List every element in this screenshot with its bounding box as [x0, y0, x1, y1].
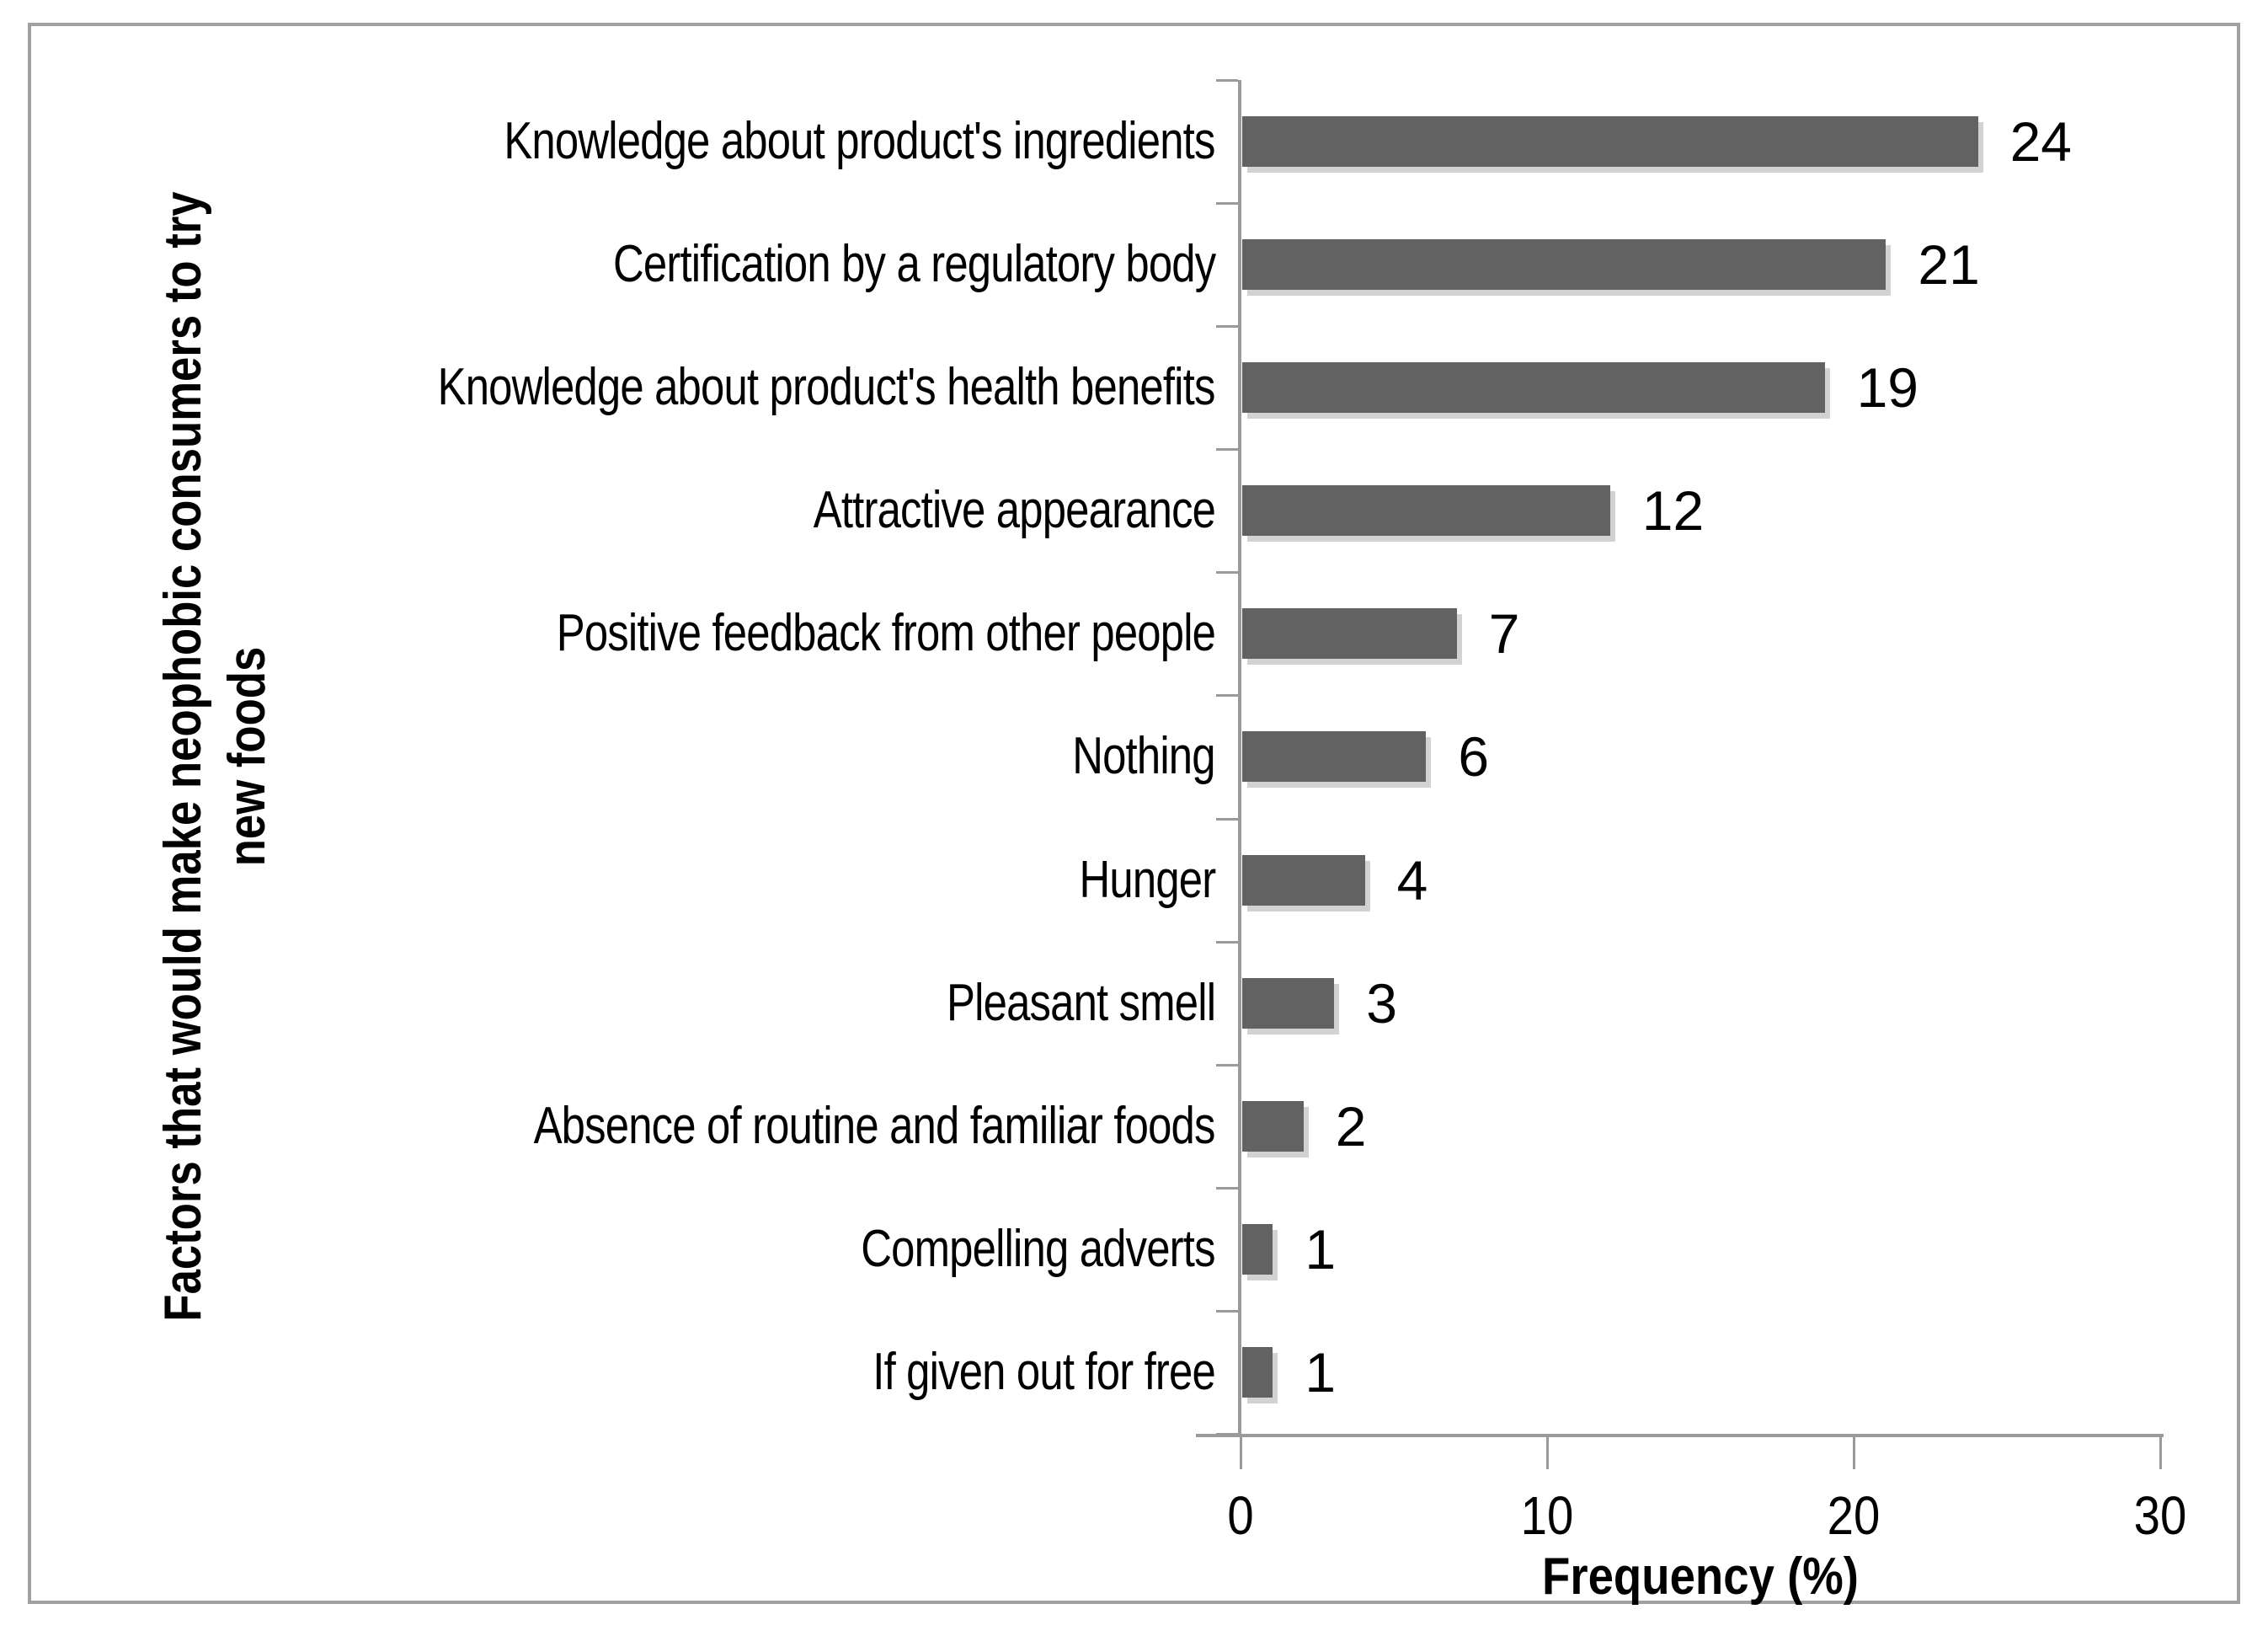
- y-axis-tick: [1216, 1186, 1238, 1190]
- y-axis-tick: [1216, 79, 1238, 82]
- bar-row: Pleasant smell 3: [0, 942, 2268, 1065]
- x-axis-tick-label: 10: [1520, 1485, 1574, 1546]
- category-label: Pleasant smell: [946, 973, 1216, 1032]
- bar: [1242, 977, 1335, 1029]
- value-label: 1: [1305, 1217, 1337, 1280]
- value-label: 7: [1488, 602, 1520, 666]
- bar: [1242, 362, 1825, 414]
- value-label: 21: [1918, 233, 1980, 297]
- value-label: 19: [1856, 356, 1919, 420]
- x-axis-line: [1196, 1434, 2164, 1437]
- x-axis-tick: [1853, 1437, 1855, 1469]
- bar-row: Absence of routine and familiar foods 2: [0, 1065, 2268, 1188]
- y-axis-tick: [1216, 571, 1238, 575]
- x-axis-tick: [1240, 1437, 1242, 1469]
- bar-row: Knowledge about product's ingredients 24: [0, 80, 2268, 203]
- value-label: 4: [1396, 848, 1428, 912]
- bar: [1242, 731, 1427, 783]
- x-axis-tick-label: 20: [1827, 1485, 1881, 1546]
- y-axis-tick: [1216, 817, 1238, 821]
- x-axis-tick-label: 0: [1227, 1485, 1254, 1546]
- bar-row: Certification by a regulatory body 21: [0, 203, 2268, 326]
- category-label: Certification by a regulatory body: [612, 235, 1216, 294]
- value-label: 3: [1366, 971, 1397, 1035]
- y-axis-tick: [1216, 1309, 1238, 1313]
- y-axis-tick: [1216, 694, 1238, 698]
- bar-row: Positive feedback from other people 7: [0, 572, 2268, 695]
- category-label: Knowledge about product's health benefit…: [438, 358, 1216, 417]
- x-axis-tick: [2159, 1437, 2162, 1469]
- category-label: Positive feedback from other people: [556, 604, 1216, 663]
- value-label: 12: [1641, 479, 1705, 543]
- bar-row: Attractive appearance 12: [0, 449, 2268, 572]
- value-label: 1: [1305, 1340, 1337, 1403]
- category-label: Attractive appearance: [813, 481, 1216, 540]
- bar-row: Hunger 4: [0, 819, 2268, 942]
- bar: [1242, 116, 1978, 168]
- category-label: Absence of routine and familiar foods: [533, 1096, 1216, 1155]
- x-axis-tick: [1546, 1437, 1549, 1469]
- y-axis-tick: [1216, 1063, 1238, 1067]
- bar: [1242, 485, 1610, 537]
- value-label: 2: [1335, 1094, 1367, 1157]
- y-axis-tick: [1216, 1433, 1238, 1436]
- category-label: Nothing: [1072, 727, 1216, 786]
- x-axis-tick-label: 30: [2133, 1485, 2187, 1546]
- bar: [1242, 239, 1886, 291]
- y-axis-tick: [1216, 448, 1238, 452]
- bar-row: If given out for free 1: [0, 1311, 2268, 1434]
- bar-row: Knowledge about product's health benefit…: [0, 326, 2268, 449]
- bar-row: Compelling adverts 1: [0, 1188, 2268, 1311]
- value-label: 6: [1458, 725, 1490, 789]
- category-label: If given out for free: [873, 1342, 1216, 1401]
- y-axis-line: [1238, 80, 1241, 1437]
- category-label: Hunger: [1079, 850, 1216, 909]
- category-label: Knowledge about product's ingredients: [504, 111, 1216, 170]
- x-axis-title: Frequency (%): [1542, 1548, 1859, 1606]
- category-label: Compelling adverts: [861, 1219, 1216, 1278]
- bar: [1242, 608, 1457, 660]
- bar: [1242, 1100, 1304, 1152]
- y-axis-tick: [1216, 202, 1238, 206]
- bar: [1242, 1346, 1273, 1398]
- bar-row: Nothing 6: [0, 695, 2268, 818]
- bar: [1242, 854, 1365, 906]
- value-label: 24: [2009, 110, 2073, 174]
- y-axis-tick: [1216, 325, 1238, 329]
- y-axis-tick: [1216, 940, 1238, 944]
- bar: [1242, 1223, 1273, 1275]
